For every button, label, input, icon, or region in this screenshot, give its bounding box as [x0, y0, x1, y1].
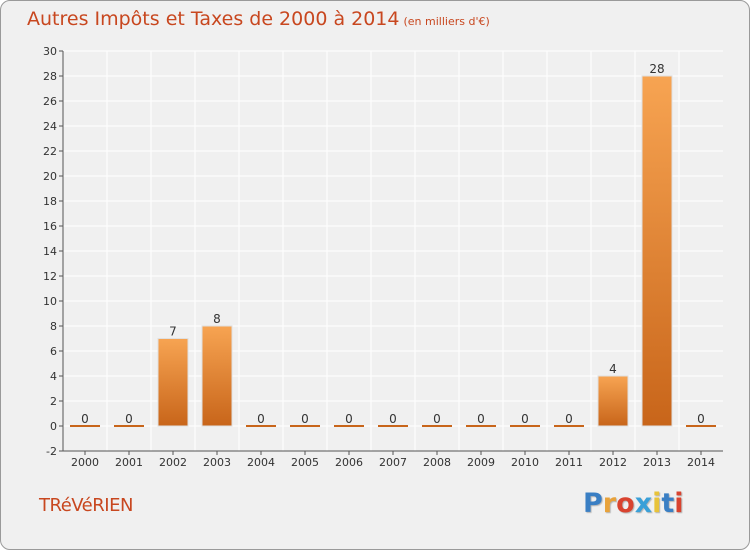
- proxiti-logo[interactable]: Proxiti: [583, 488, 684, 519]
- x-tick-label: 2007: [379, 456, 407, 469]
- data-label: 28: [649, 62, 664, 76]
- y-tick-label: -2: [46, 445, 57, 458]
- data-label: 0: [389, 412, 397, 426]
- logo-letter: r: [602, 488, 617, 519]
- bar: [597, 375, 629, 427]
- data-label: 0: [697, 412, 705, 426]
- bar: [157, 338, 189, 427]
- logo-letter: t: [661, 488, 675, 519]
- x-tick-label: 2005: [291, 456, 319, 469]
- y-tick-label: 16: [43, 220, 57, 233]
- data-label: 0: [301, 412, 309, 426]
- x-tick-label: 2011: [555, 456, 583, 469]
- y-tick-label: 30: [43, 45, 57, 58]
- bar: [641, 75, 673, 427]
- data-label: 0: [477, 412, 485, 426]
- commune-name: TRéVéRIEN: [39, 495, 133, 516]
- y-tick-label: 18: [43, 195, 57, 208]
- x-tick-label: 2009: [467, 456, 495, 469]
- y-tick-label: 4: [50, 370, 57, 383]
- y-tick-label: 12: [43, 270, 57, 283]
- x-tick-label: 2010: [511, 456, 539, 469]
- y-tick-label: 20: [43, 170, 57, 183]
- y-tick-label: 24: [43, 120, 57, 133]
- x-tick-label: 2014: [687, 456, 715, 469]
- label-layer: 0 0 7 8 0 0 0 0 0 0 0 0 4 28 0: [81, 62, 705, 426]
- data-label: 0: [433, 412, 441, 426]
- data-label: 0: [521, 412, 529, 426]
- y-tick-label: 22: [43, 145, 57, 158]
- data-label: 0: [565, 412, 573, 426]
- y-tick-label: 14: [43, 245, 57, 258]
- data-label: 0: [81, 412, 89, 426]
- x-tick-label: 2004: [247, 456, 275, 469]
- x-tick-label: 2000: [71, 456, 99, 469]
- x-tick-label: 2003: [203, 456, 231, 469]
- bar-layer: [70, 75, 716, 427]
- logo-letter: P: [583, 488, 603, 519]
- data-label: 0: [345, 412, 353, 426]
- y-tick-label: 28: [43, 70, 57, 83]
- y-tick-label: 26: [43, 95, 57, 108]
- bar: [201, 325, 233, 427]
- logo-letter: i: [674, 488, 684, 519]
- logo-letter: x: [634, 488, 653, 519]
- x-tick-label: 2006: [335, 456, 363, 469]
- y-tick-label: 0: [50, 420, 57, 433]
- data-label: 7: [169, 325, 177, 339]
- chart-title: Autres Impôts et Taxes de 2000 à 2014 (en…: [27, 8, 490, 30]
- y-tick-label: 6: [50, 345, 57, 358]
- chart-title-text: Autres Impôts et Taxes de 2000 à 2014: [27, 8, 400, 30]
- data-label: 0: [125, 412, 133, 426]
- logo-letter: i: [652, 488, 662, 519]
- data-label: 0: [257, 412, 265, 426]
- x-tick-label: 2001: [115, 456, 143, 469]
- chart-unit: (en milliers d'€): [403, 15, 490, 28]
- x-tick-label: 2002: [159, 456, 187, 469]
- y-tick-label: 8: [50, 320, 57, 333]
- x-tick-label: 2012: [599, 456, 627, 469]
- x-tick-label: 2008: [423, 456, 451, 469]
- data-label: 8: [213, 312, 221, 326]
- data-label: 4: [609, 362, 617, 376]
- y-tick-label: 10: [43, 295, 57, 308]
- x-tick-label: 2013: [643, 456, 671, 469]
- y-tick-label: 2: [50, 395, 57, 408]
- logo-letter: o: [616, 488, 635, 519]
